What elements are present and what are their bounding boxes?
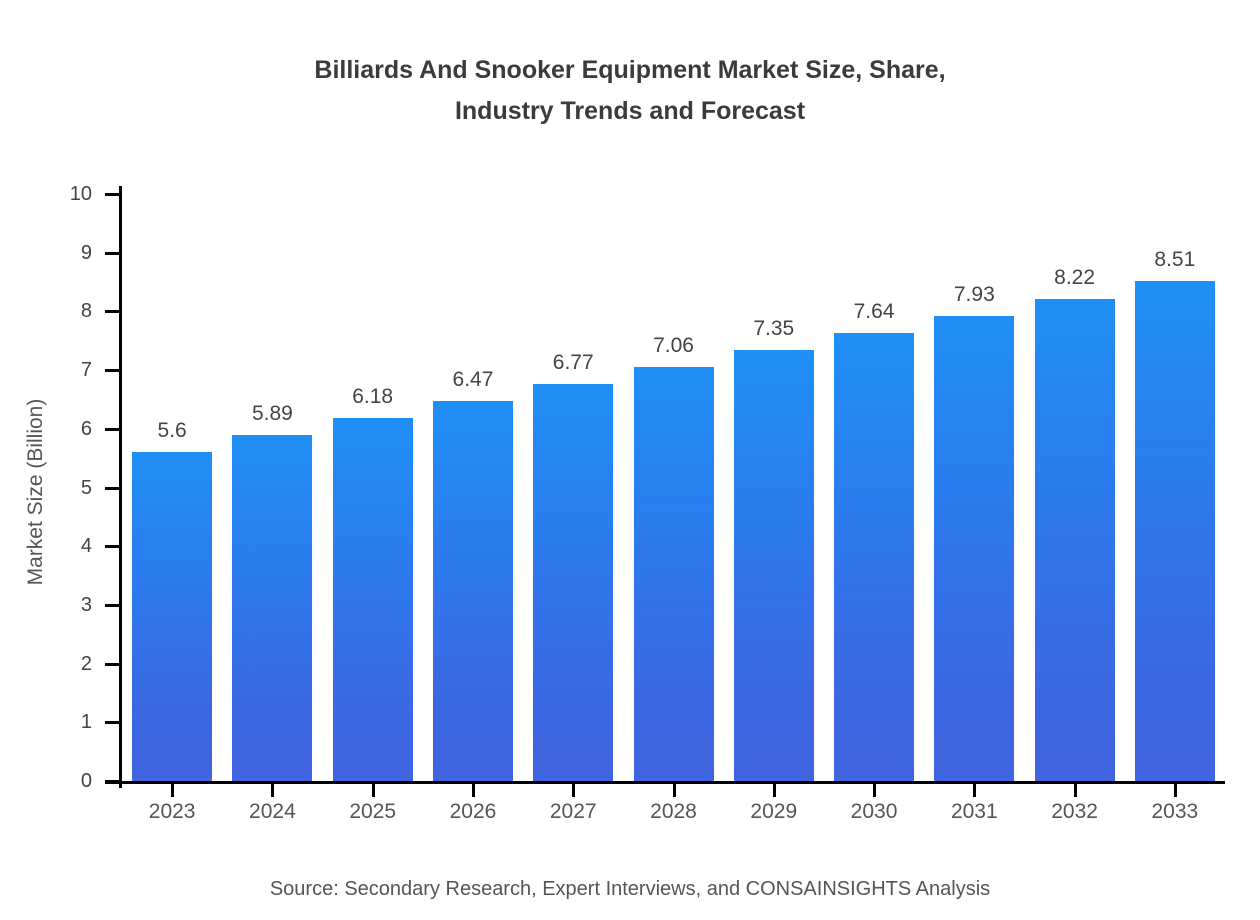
y-axis-tick-label: 3: [80, 593, 92, 616]
x-axis-tick-mark: [672, 784, 676, 797]
chart-title-line-1: Billiards And Snooker Equipment Market S…: [314, 56, 946, 84]
x-axis-tick-mark: [873, 784, 877, 797]
x-axis-tick-mark: [171, 784, 175, 797]
bar-group[interactable]: 7.64: [834, 186, 915, 781]
y-axis-tick-mark: [105, 369, 119, 373]
bar-value-label: 5.6: [157, 419, 187, 443]
bar-value-label: 7.93: [953, 282, 995, 306]
y-axis-tick-mark: [105, 251, 119, 255]
y-axis-tick-label: 8: [80, 300, 92, 323]
x-axis-tick-mark: [572, 784, 576, 797]
bar[interactable]: [533, 383, 614, 781]
y-axis-tick-label: 7: [80, 359, 92, 382]
bar[interactable]: [432, 401, 513, 781]
bar-value-label: 6.47: [452, 368, 494, 392]
y-axis-tick-label: 5: [80, 476, 92, 499]
y-axis-tick-label: 0: [80, 770, 92, 792]
y-axis-tick-mark: [105, 193, 119, 196]
bar-value-label: 6.77: [552, 350, 594, 374]
x-axis-tick-mark: [973, 784, 977, 797]
bar[interactable]: [934, 315, 1015, 781]
bar-group[interactable]: 6.18: [332, 186, 413, 781]
bar-value-label: 7.06: [653, 333, 694, 357]
x-axis-tick-label: 2031: [950, 800, 998, 823]
bar[interactable]: [332, 418, 413, 781]
x-axis-tick-label: 2032: [1051, 800, 1098, 823]
x-axis-tick-label: 2033: [1151, 800, 1199, 823]
y-axis-tick-label: 2: [80, 652, 92, 675]
bar-group[interactable]: 7.35: [733, 186, 814, 781]
y-axis-tick-mark: [105, 545, 119, 549]
bars-layer: 5.6 5.89 6.18 6.47 6.77 7.06 7.35 7.64 7.93 8.22 8…: [0, 186, 1260, 781]
x-axis-tick-label: 2029: [750, 800, 798, 823]
bar-group[interactable]: 8.51: [1134, 186, 1215, 781]
y-axis-tick-mark: [105, 721, 119, 725]
x-axis-tick-mark: [772, 784, 776, 797]
x-axis-tick-label: 2023: [148, 800, 196, 823]
bar-value-label: 6.18: [352, 385, 394, 409]
y-axis-spine: [119, 186, 122, 788]
chart-title: Billiards And Snooker Equipment Market S…: [0, 50, 1260, 132]
bar-group[interactable]: 8.22: [1034, 186, 1115, 781]
x-axis-spine: [105, 781, 1225, 784]
y-axis-tick-label: 9: [80, 241, 92, 264]
bar-value-label: 7.64: [853, 299, 895, 323]
bar-value-label: 8.51: [1154, 248, 1196, 272]
bar-value-label: 7.35: [753, 316, 795, 340]
bar[interactable]: [132, 452, 213, 781]
bar[interactable]: [733, 349, 814, 781]
bar-value-label: 8.22: [1054, 265, 1096, 289]
y-axis-tick-mark: [105, 310, 119, 314]
x-axis-tick-mark: [371, 784, 375, 797]
bar-group[interactable]: 7.93: [934, 186, 1015, 781]
x-axis-tick-mark: [1073, 784, 1077, 797]
bar[interactable]: [1134, 281, 1215, 781]
chart-title-line-2: Industry Trends and Forecast: [454, 97, 806, 125]
y-axis-tick-label: 6: [80, 417, 92, 440]
y-axis-tick-mark: [105, 780, 119, 783]
x-axis-tick-label: 2027: [549, 800, 597, 823]
y-axis-tick-label: 1: [80, 711, 92, 734]
bar-group[interactable]: 6.47: [432, 186, 513, 781]
x-axis-tick-mark: [471, 784, 475, 797]
x-axis-tick-label: 2024: [249, 800, 296, 823]
bar[interactable]: [834, 332, 915, 781]
bar[interactable]: [232, 435, 313, 781]
x-axis-tick-label: 2026: [449, 800, 497, 823]
source-note: Source: Secondary Research, Expert Inter…: [269, 878, 991, 900]
x-axis-tick-label: 2030: [850, 800, 898, 823]
y-axis-tick-mark: [105, 603, 119, 607]
y-axis-tick-mark: [105, 486, 119, 490]
bar-group[interactable]: 5.6: [132, 186, 213, 781]
y-axis-tick-mark: [105, 662, 119, 666]
y-axis-tick-mark: [105, 427, 119, 431]
bar-value-label: 5.89: [251, 402, 293, 426]
bar[interactable]: [633, 366, 714, 781]
x-axis-tick-mark: [1173, 784, 1177, 797]
x-axis-tick-label: 2025: [349, 800, 397, 823]
x-axis-tick-label: 2028: [650, 800, 697, 823]
y-axis-tick-label: 10: [69, 183, 92, 205]
bar-group[interactable]: 7.06: [633, 186, 714, 781]
bar-group[interactable]: 6.77: [533, 186, 614, 781]
bar[interactable]: [1034, 298, 1115, 781]
x-axis-tick-mark: [271, 784, 275, 797]
y-axis-tick-label: 4: [80, 535, 92, 558]
bar-group[interactable]: 5.89: [232, 186, 313, 781]
